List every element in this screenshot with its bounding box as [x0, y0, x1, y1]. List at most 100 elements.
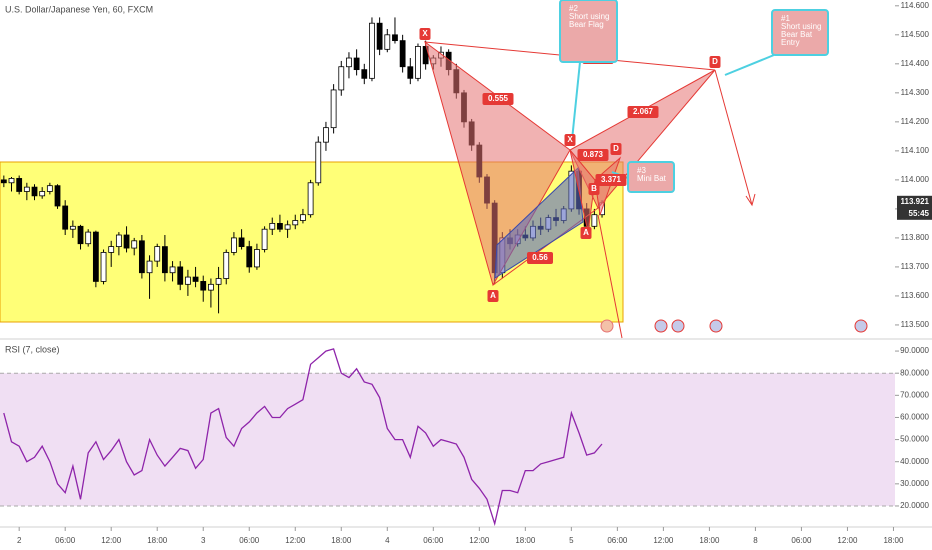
candle-body: [307, 182, 314, 216]
candle-body: [100, 252, 107, 282]
pattern-label-box: [595, 174, 627, 186]
candle-body: [169, 266, 176, 274]
x-tick-label: 12:00: [469, 536, 490, 545]
candle-body: [261, 228, 268, 250]
y-tick-label: 50.0000: [900, 435, 929, 444]
pattern-label-box: [527, 252, 553, 264]
candle-body: [200, 281, 207, 291]
x-tick-label: 12:00: [837, 536, 858, 545]
chart-title: U.S. Dollar/Japanese Yen, 60, FXCM: [5, 4, 153, 14]
pattern-label: 2.067: [633, 107, 654, 116]
candle-body: [92, 231, 99, 282]
candle-body: [54, 185, 61, 207]
arrow-head: [745, 193, 756, 207]
callout-text: #1: [781, 14, 790, 23]
last-price-label: 113.921: [901, 197, 930, 206]
candle-body: [346, 57, 352, 68]
event-icon[interactable]: [671, 319, 685, 333]
candle-body: [415, 46, 421, 79]
x-tick-label: 06:00: [423, 536, 444, 545]
event-icon[interactable]: [854, 319, 868, 333]
callout-text: Mini Bat: [637, 174, 667, 183]
candle-body: [77, 225, 84, 245]
y-tick-label: 40.0000: [900, 457, 929, 466]
rsi-line: [3, 348, 603, 527]
x-tick-label: 18:00: [331, 536, 352, 545]
event-icon[interactable]: [709, 319, 723, 333]
candle-body: [146, 260, 153, 274]
candle-body: [215, 278, 222, 285]
callout-box: [627, 161, 675, 193]
candle-body: [269, 222, 276, 230]
pattern-label: 0.56: [532, 253, 548, 262]
candle-body: [254, 249, 260, 268]
x-tick-label: 18:00: [147, 536, 168, 545]
event-icon[interactable]: [654, 319, 668, 333]
x-tick-label: 18:00: [515, 536, 536, 545]
y-tick-label: 113.800: [901, 233, 930, 242]
callout-text: Short using: [569, 12, 609, 21]
pattern-label: X: [422, 29, 428, 38]
pattern-label-box: [487, 290, 499, 302]
pattern-label-box: [482, 93, 514, 105]
rsi-band: [0, 373, 895, 506]
candle-body: [399, 40, 406, 68]
candle-body: [184, 276, 191, 285]
y-tick-label: 114.200: [901, 117, 930, 126]
pattern-label: D: [712, 57, 718, 66]
x-tick-label: 12:00: [101, 536, 122, 545]
candle-body: [115, 234, 122, 248]
candle-body: [277, 222, 283, 230]
candle-body: [300, 214, 306, 221]
candle-body: [8, 178, 15, 184]
pattern-label-box: [577, 149, 609, 161]
y-tick-label: 114.500: [901, 30, 930, 39]
event-icon[interactable]: [600, 319, 614, 333]
callout-text: Entry: [781, 38, 800, 47]
candle-body: [46, 185, 53, 192]
candle-body: [23, 186, 30, 192]
mini-bat-xab: [569, 149, 596, 233]
candle-body: [161, 246, 168, 274]
x-tick-label: 06:00: [791, 536, 812, 545]
x-tick-label: 4: [385, 536, 390, 545]
pattern-label: 0.555: [488, 94, 509, 103]
x-tick-label: 18:00: [883, 536, 904, 545]
pattern-label: A: [583, 228, 589, 237]
pattern-label: X: [567, 135, 573, 144]
x-tick-label: 5: [569, 536, 574, 545]
indicator-title: RSI (7, close): [5, 344, 60, 354]
y-tick-label: 114.400: [901, 59, 930, 68]
y-tick-label: 114.100: [901, 146, 930, 155]
callout-pointer: [571, 61, 581, 141]
candle-body: [131, 240, 138, 249]
target-arrow: [714, 69, 753, 206]
candle-body: [223, 252, 230, 279]
candle-body: [154, 246, 161, 262]
x-tick-label: 12:00: [653, 536, 674, 545]
pattern-label: 3.371: [601, 175, 622, 184]
candle-body: [330, 89, 337, 129]
candle-body: [384, 34, 391, 50]
candle-body: [422, 46, 429, 65]
callout-text: Bear Flag: [569, 20, 604, 29]
candle-body: [31, 186, 38, 197]
y-tick-label: 60.0000: [900, 413, 929, 422]
callout-pointer: [724, 54, 775, 76]
candle-body: [376, 22, 383, 50]
callout-box: [771, 9, 829, 56]
y-tick-label: 20.0000: [900, 501, 929, 510]
callout-text: #2: [569, 4, 578, 13]
candle-body: [591, 214, 598, 227]
x-tick-label: 18:00: [699, 536, 720, 545]
y-tick-label: 114.600: [901, 1, 930, 10]
candle-body: [231, 237, 237, 253]
callout-box: [559, 0, 618, 63]
candle-body: [62, 205, 69, 230]
x-tick-label: 2: [17, 536, 22, 545]
pattern-label-box: [419, 28, 431, 40]
last-price-box: [897, 195, 932, 220]
x-tick-label: 8: [753, 536, 758, 545]
y-tick-label: 113.700: [901, 262, 930, 271]
